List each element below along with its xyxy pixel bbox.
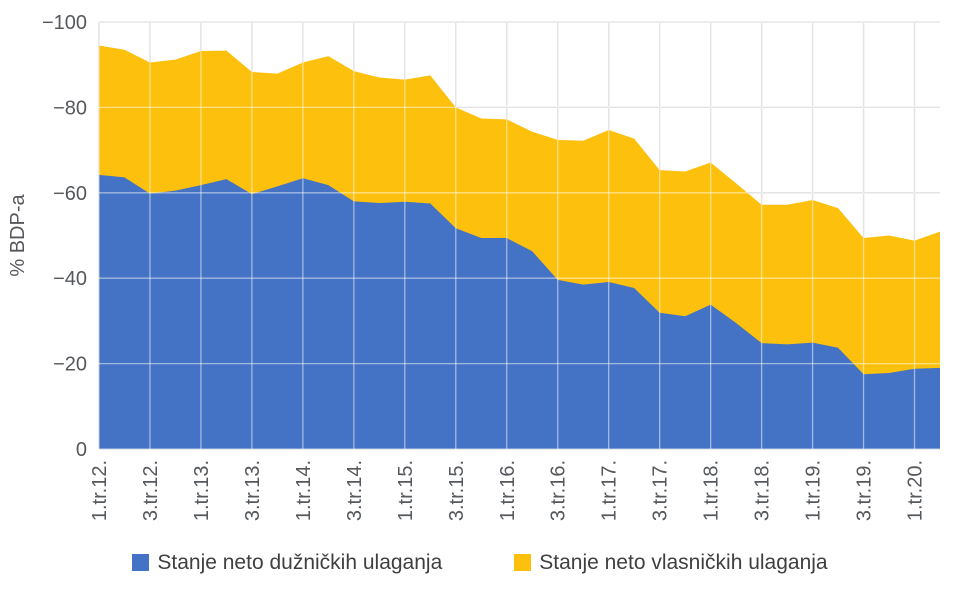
x-tick-label: 1.tr.16. bbox=[497, 460, 519, 521]
x-tick-label: 1.tr.12. bbox=[89, 460, 111, 521]
x-tick-label: 3.tr.18. bbox=[752, 460, 774, 521]
legend-swatch-yellow-icon bbox=[514, 554, 532, 571]
x-tick-label: 1.tr.17. bbox=[599, 460, 621, 521]
y-tick-label: −60 bbox=[53, 183, 87, 205]
y-axis-title: % BDP-a bbox=[7, 194, 29, 277]
legend-label-vlasnicka: Stanje neto vlasničkih ulaganja bbox=[539, 551, 828, 574]
y-tick-label: −80 bbox=[53, 97, 87, 119]
x-tick-label: 3.tr.17. bbox=[650, 460, 672, 521]
y-tick-label: −40 bbox=[53, 268, 87, 290]
x-tick-label: 3.tr.19. bbox=[854, 460, 876, 521]
x-tick-label: 3.tr.12. bbox=[140, 460, 162, 521]
x-tick-label: 1.tr.14. bbox=[293, 460, 315, 521]
x-tick-label: 1.tr.20. bbox=[905, 460, 927, 521]
x-tick-label: 3.tr.15. bbox=[446, 460, 468, 521]
x-tick-label: 1.tr.18. bbox=[701, 460, 723, 521]
chart-svg: 0 −20 −40 −60 −80 −100 1.tr.12. 3.tr.12. 1.tr.13… bbox=[7, 12, 940, 521]
x-tick-label: 3.tr.13. bbox=[242, 460, 264, 521]
x-tick-label: 3.tr.14. bbox=[344, 460, 366, 521]
y-tick-label: −100 bbox=[42, 12, 87, 34]
legend-label-duznicka: Stanje neto dužničkih ulaganja bbox=[157, 551, 443, 574]
legend-item-vlasnicka: Stanje neto vlasničkih ulaganja bbox=[514, 551, 828, 574]
x-tick-label: 3.tr.16. bbox=[548, 460, 570, 521]
x-tick-label: 1.tr.19. bbox=[803, 460, 825, 521]
legend-item-duznicka: Stanje neto dužničkih ulaganja bbox=[132, 552, 442, 573]
y-tick-label: −20 bbox=[53, 354, 87, 376]
x-tick-label: 1.tr.15. bbox=[395, 460, 417, 521]
area-series-duznicka bbox=[99, 174, 940, 449]
x-tick-label: 1.tr.13. bbox=[191, 460, 213, 521]
chart-legend: Stanje neto dužničkih ulaganja Stanje ne… bbox=[0, 552, 960, 573]
y-tick-label: 0 bbox=[76, 439, 87, 461]
legend-swatch-blue-icon bbox=[132, 554, 150, 571]
